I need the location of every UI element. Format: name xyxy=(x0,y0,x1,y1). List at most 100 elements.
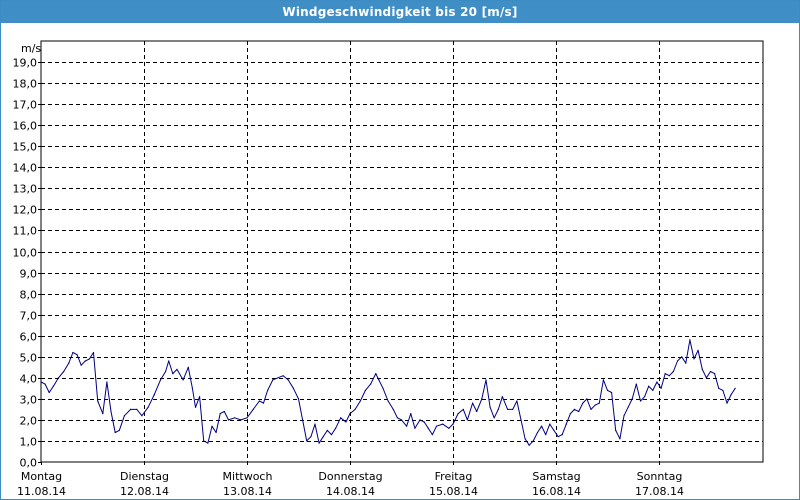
data-point xyxy=(639,400,642,402)
data-point xyxy=(676,360,679,362)
data-point xyxy=(419,419,421,421)
data-point xyxy=(382,387,384,389)
data-point xyxy=(194,406,197,408)
data-point xyxy=(573,408,576,410)
y-tick-label: 12,0 xyxy=(13,204,38,217)
data-point xyxy=(330,434,333,436)
data-point xyxy=(414,427,416,429)
data-point xyxy=(586,398,588,400)
x-tick-day-label: Samstag xyxy=(532,470,580,483)
data-point xyxy=(602,379,605,381)
data-point xyxy=(635,383,637,385)
data-point xyxy=(520,419,522,421)
data-point xyxy=(507,408,509,410)
data-point xyxy=(302,419,304,421)
data-point xyxy=(553,429,555,431)
y-tick-label: 0,0 xyxy=(20,457,38,470)
data-point xyxy=(282,375,284,377)
data-point xyxy=(623,415,625,417)
data-point xyxy=(136,408,138,410)
data-point xyxy=(349,413,351,415)
data-point xyxy=(199,396,201,398)
data-point xyxy=(462,408,464,410)
data-point xyxy=(234,417,236,419)
data-point xyxy=(287,379,289,381)
data-point xyxy=(375,373,377,375)
data-point xyxy=(147,406,149,408)
y-tick-label: 4,0 xyxy=(20,373,38,386)
data-point xyxy=(322,436,324,438)
data-point xyxy=(227,419,230,421)
data-point xyxy=(427,427,429,429)
y-tick-label: 8,0 xyxy=(20,289,38,302)
data-point xyxy=(84,360,86,362)
y-tick-label: 18,0 xyxy=(13,78,38,91)
data-point xyxy=(627,406,629,408)
data-point xyxy=(718,387,720,389)
x-axis-ticks: Montag 11.08.14 Dienstag 12.08.14 Mittwoch 13… xyxy=(17,462,684,498)
data-point xyxy=(582,402,584,404)
data-point xyxy=(431,434,433,436)
data-point xyxy=(359,400,361,402)
data-point xyxy=(545,434,547,436)
data-point xyxy=(452,423,454,425)
data-point xyxy=(660,387,662,389)
data-point xyxy=(734,387,736,389)
data-point xyxy=(485,379,487,381)
x-tick-date-label: 12.08.14 xyxy=(120,485,169,498)
x-tick-day-label: Montag xyxy=(21,470,62,483)
data-point xyxy=(668,375,670,377)
data-point xyxy=(652,389,654,391)
data-point xyxy=(306,440,308,442)
data-point xyxy=(44,383,46,385)
data-point xyxy=(528,444,530,446)
data-point xyxy=(442,423,444,425)
data-point xyxy=(364,389,366,391)
data-point xyxy=(497,408,499,410)
data-point xyxy=(130,408,132,410)
data-point xyxy=(730,394,732,396)
data-point xyxy=(619,438,621,440)
data-point xyxy=(489,406,491,408)
data-point xyxy=(536,431,539,434)
data-point xyxy=(524,438,526,440)
data-point xyxy=(578,410,580,413)
data-point xyxy=(392,408,394,410)
data-point xyxy=(378,379,380,381)
data-point xyxy=(187,366,189,368)
x-tick-date-label: 13.08.14 xyxy=(223,485,272,498)
y-tick-label: 11,0 xyxy=(13,225,38,238)
x-tick-day-label: Donnerstag xyxy=(318,470,382,483)
x-tick-date-label: 16.08.14 xyxy=(532,485,581,498)
y-tick-label: 2,0 xyxy=(20,415,38,428)
y-tick-label: 10,0 xyxy=(13,247,38,260)
data-point xyxy=(631,398,633,400)
window-title: Windgeschwindigkeit bis 20 [m/s] xyxy=(1,1,799,23)
y-tick-label: 1,0 xyxy=(20,436,38,449)
data-point xyxy=(501,396,503,398)
data-point xyxy=(493,417,495,419)
data-point xyxy=(701,368,703,370)
y-axis-unit-label: m/s xyxy=(21,42,41,55)
x-tick-day-label: Mittwoch xyxy=(223,470,273,483)
data-point xyxy=(396,417,398,419)
data-point xyxy=(697,349,699,351)
data-point xyxy=(709,370,712,373)
data-point xyxy=(569,413,572,415)
x-tick-date-label: 14.08.14 xyxy=(326,485,375,498)
data-point xyxy=(63,370,65,373)
data-point xyxy=(40,381,42,383)
data-point xyxy=(252,408,254,410)
data-point xyxy=(182,379,184,381)
data-point xyxy=(615,429,617,431)
data-point xyxy=(80,364,82,366)
data-point xyxy=(685,362,687,364)
data-point xyxy=(512,408,514,410)
data-point xyxy=(292,387,294,389)
data-point xyxy=(211,425,213,427)
series-line xyxy=(40,339,736,446)
data-point xyxy=(590,408,592,410)
data-point xyxy=(97,400,99,402)
data-point xyxy=(118,429,120,431)
